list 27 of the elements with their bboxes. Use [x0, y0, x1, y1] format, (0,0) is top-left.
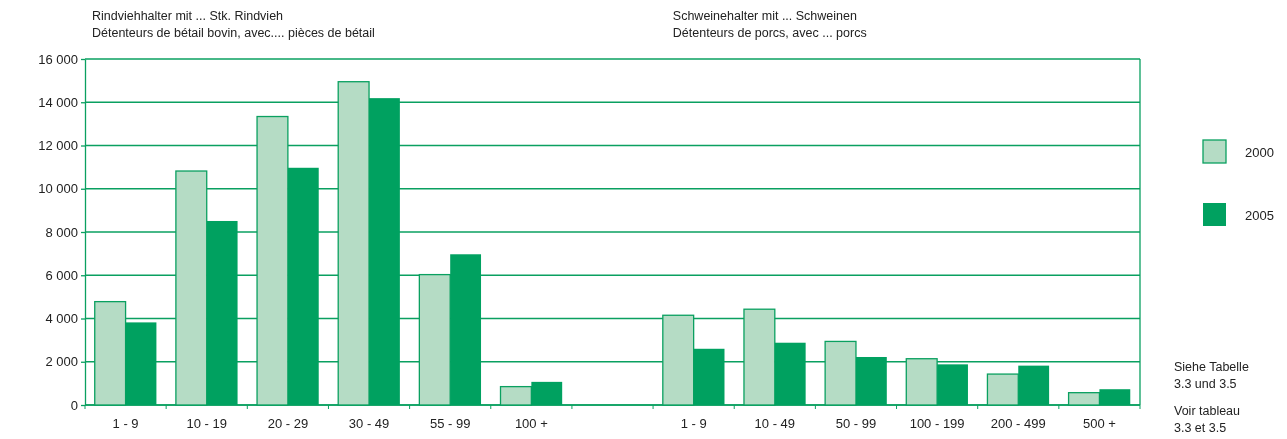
x-tick-label: 100 - 199: [909, 415, 965, 431]
y-tick-label: 0: [70, 397, 78, 413]
y-tick-label: 16 000: [38, 51, 78, 67]
legend-label: 2005: [1245, 208, 1274, 223]
x-tick-label: 55 - 99: [429, 415, 471, 431]
x-tick-label: 100 +: [514, 415, 548, 431]
x-tick-label: 1 - 9: [112, 415, 139, 431]
x-tick-label: 500 +: [1082, 415, 1116, 431]
x-tick-label: 1 - 9: [680, 415, 707, 431]
x-tick-label: 20 - 29: [267, 415, 309, 431]
x-tick-label: 10 - 19: [186, 415, 227, 431]
x-tick-label: 10 - 49: [754, 415, 796, 431]
x-tick-label: 30 - 49: [348, 415, 390, 431]
x-tick-label: 50 - 99: [835, 415, 877, 431]
y-tick-label: 12 000: [38, 138, 78, 154]
y-tick-label: 6 000: [45, 267, 78, 283]
legend-label: 2000: [1245, 145, 1274, 160]
y-tick-label: 8 000: [45, 224, 78, 240]
text: Siehe Tabelle 3.3 und 3.5: [1174, 360, 1249, 391]
y-tick-label: 14 000: [38, 94, 78, 110]
y-tick-label: 10 000: [38, 181, 78, 197]
text: Voir tableau 3.3 et 3.5: [1174, 404, 1241, 435]
y-tick-label: 2 000: [45, 354, 78, 370]
x-tick-label: 200 - 499: [990, 415, 1046, 431]
text: Schweinehalter mit ... Schweinen Détenteurs de porcs, avec ... porcs: [672, 9, 867, 40]
text: Rindviehhalter mit ... Stk. Rindvieh Détenteurs de bétail bovin, avec.... pièces de bétail: [92, 9, 375, 40]
y-tick-label: 4 000: [45, 311, 78, 327]
